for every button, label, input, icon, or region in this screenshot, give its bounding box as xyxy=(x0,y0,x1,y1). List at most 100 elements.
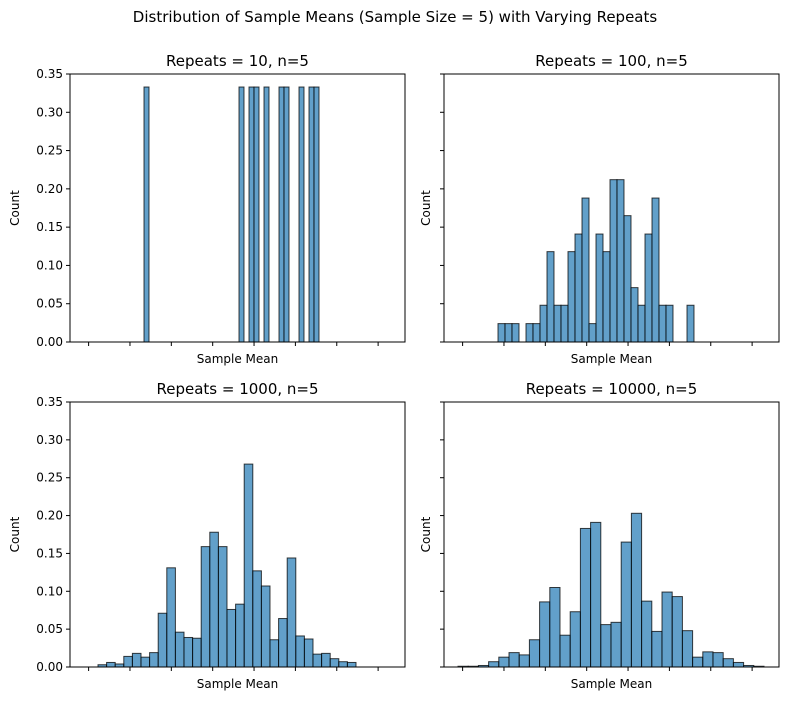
histogram-bar xyxy=(581,197,590,343)
histogram-bar xyxy=(174,631,185,668)
histogram-bar xyxy=(567,251,576,343)
histogram-bar xyxy=(260,585,271,668)
histogram-bar xyxy=(641,600,653,668)
histogram-bar xyxy=(226,608,237,668)
histogram-bar xyxy=(286,557,297,668)
histogram-bar xyxy=(166,567,176,668)
histogram-bar xyxy=(665,304,674,343)
panel-repeats-100: Repeats = 100, n=5 Sample Mean Count xyxy=(419,52,780,366)
histogram-bar xyxy=(702,651,714,668)
histogram-bar xyxy=(595,233,604,343)
panel-repeats-10000: Repeats = 10000, n=5 Sample Mean Count xyxy=(419,380,780,691)
histogram-bar xyxy=(511,323,520,343)
histogram-bar xyxy=(616,179,625,343)
histogram-bar xyxy=(539,601,551,668)
histogram-bar xyxy=(269,639,280,668)
histogram-bar xyxy=(123,655,133,668)
subplot-title: Repeats = 10000, n=5 xyxy=(526,380,698,398)
histogram-bar xyxy=(525,323,534,343)
histogram-bar xyxy=(560,304,569,343)
histogram-bar xyxy=(539,304,548,343)
y-tick-label: 0.30 xyxy=(36,433,63,447)
histogram-bar xyxy=(131,652,142,668)
x-axis-label: Sample Mean xyxy=(571,677,653,691)
histogram-bar xyxy=(106,661,116,668)
histogram-bar xyxy=(546,251,555,343)
histogram-bar xyxy=(637,304,646,343)
y-tick-label: 0.00 xyxy=(36,335,63,349)
axes-frame xyxy=(69,401,406,668)
y-tick-label: 0.05 xyxy=(36,622,63,636)
histogram-bar xyxy=(497,323,506,343)
histogram-bar xyxy=(620,541,632,668)
histogram-bar xyxy=(722,658,734,668)
histogram-bar xyxy=(209,531,219,668)
histogram-bar xyxy=(532,323,541,343)
histogram-bar xyxy=(588,323,597,343)
histogram-bar xyxy=(574,233,583,343)
histogram-bar xyxy=(313,86,320,343)
histogram-bar xyxy=(149,652,159,668)
y-tick-label: 0.25 xyxy=(36,471,63,485)
histogram-bar xyxy=(528,639,541,668)
histogram-bar xyxy=(651,630,663,668)
histogram-bar xyxy=(312,653,323,668)
histogram-bar xyxy=(712,652,724,668)
y-tick-label: 0.20 xyxy=(36,182,63,196)
y-axis-label: Count xyxy=(8,190,22,226)
histogram-bar xyxy=(569,611,581,668)
histogram-bar xyxy=(253,86,260,343)
axes-frame xyxy=(443,73,780,343)
histogram-bar xyxy=(553,304,562,343)
histogram-bar xyxy=(308,86,315,343)
histogram-bar xyxy=(630,512,643,668)
subplot-title: Repeats = 10, n=5 xyxy=(166,52,309,70)
histogram-bar xyxy=(610,621,622,668)
histogram-bar xyxy=(661,591,673,668)
histogram-bar xyxy=(278,86,285,343)
histogram-bar xyxy=(200,546,211,668)
histogram-bar xyxy=(346,661,357,668)
histogram-bar xyxy=(732,661,745,668)
y-tick-label: 0.30 xyxy=(36,105,63,119)
histogram-bar xyxy=(498,656,510,668)
axes-frame xyxy=(443,401,780,668)
histogram-bar xyxy=(658,304,667,343)
histogram-bar xyxy=(692,656,704,668)
histogram-bar xyxy=(183,636,194,668)
histogram-bar xyxy=(321,652,331,668)
panel-repeats-1000: 0.00 0.05 0.10 0.15 0.20 0.25 0.30 0.35 Repeats … xyxy=(8,380,406,691)
histogram-bar xyxy=(143,86,150,343)
histogram-bar xyxy=(140,656,151,668)
y-axis-label: Count xyxy=(8,516,22,552)
histogram-bar xyxy=(609,179,618,343)
subplot-title: Repeats = 100, n=5 xyxy=(535,52,688,70)
y-axis-label: Count xyxy=(419,190,433,226)
y-tick-label: 0.05 xyxy=(36,297,63,311)
x-axis-label: Sample Mean xyxy=(197,677,279,691)
histogram-bar xyxy=(518,654,530,668)
y-tick-label: 0.35 xyxy=(36,67,63,81)
y-tick-label: 0.25 xyxy=(36,144,63,158)
histogram-bar xyxy=(681,630,694,668)
histogram-bar xyxy=(630,287,639,343)
figure-title: Distribution of Sample Means (Sample Siz… xyxy=(133,8,658,26)
y-tick-label: 0.00 xyxy=(36,660,63,674)
histogram-bar xyxy=(504,323,513,343)
histogram-bar xyxy=(248,86,255,343)
histogram-bar xyxy=(192,637,202,668)
histogram-bar xyxy=(252,570,262,668)
histogram-bar xyxy=(238,86,245,343)
histogram-bar xyxy=(303,638,314,668)
y-tick-label: 0.35 xyxy=(36,395,63,409)
y-axis-label: Count xyxy=(419,516,433,552)
panel-repeats-10: 0.00 0.05 0.10 0.15 0.20 0.25 0.30 0.35 Repeats … xyxy=(8,52,406,366)
histogram-bar xyxy=(157,612,168,668)
histogram-bar xyxy=(488,661,500,668)
y-tick-label: 0.10 xyxy=(36,258,63,272)
histogram-bar xyxy=(644,233,653,343)
y-tick-label: 0.10 xyxy=(36,584,63,598)
histogram-bar xyxy=(295,635,305,668)
histogram-bar xyxy=(590,521,602,668)
histogram-bar xyxy=(602,251,611,343)
